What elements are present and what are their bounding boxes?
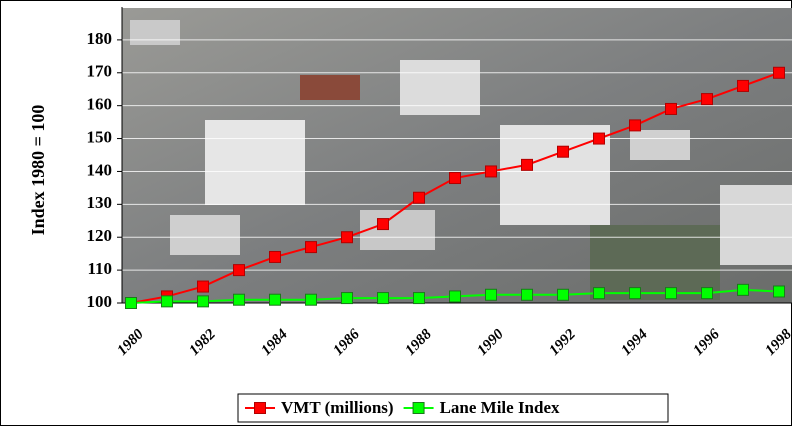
y-tick-label: 120	[87, 226, 113, 245]
data-point	[234, 294, 245, 305]
x-tick-label: 1980	[114, 326, 147, 359]
y-tick-label: 150	[87, 127, 113, 146]
data-point	[630, 288, 641, 299]
data-point	[414, 293, 425, 304]
x-tick-label: 1984	[258, 326, 291, 359]
data-point	[414, 192, 425, 203]
x-tick-label: 1994	[618, 326, 651, 359]
data-point	[594, 133, 605, 144]
data-point	[378, 219, 389, 230]
y-tick-label: 140	[87, 160, 113, 179]
data-point	[666, 288, 677, 299]
data-point	[774, 67, 785, 78]
data-point	[234, 265, 245, 276]
data-point	[450, 291, 461, 302]
chart: Index 1980 = 100 100 110 120 130 140 150 160 17…	[0, 0, 792, 426]
x-tick-label: 1988	[402, 326, 435, 359]
data-point	[522, 289, 533, 300]
y-tick-label: 160	[87, 95, 113, 114]
legend-marker	[413, 403, 424, 414]
data-point	[162, 296, 173, 307]
data-point	[666, 103, 677, 114]
data-point	[270, 294, 281, 305]
data-point	[450, 173, 461, 184]
y-tick-label: 180	[87, 29, 113, 48]
data-point	[630, 120, 641, 131]
data-point	[702, 288, 713, 299]
legend-label: Lane Mile Index	[440, 398, 560, 417]
data-point	[198, 281, 209, 292]
data-point	[342, 232, 353, 243]
x-tick-label: 1986	[330, 326, 363, 359]
data-point	[486, 166, 497, 177]
data-point	[198, 296, 209, 307]
data-point	[306, 294, 317, 305]
data-point	[594, 288, 605, 299]
data-point	[774, 286, 785, 297]
y-tick-label: 170	[87, 62, 113, 81]
background-photo	[122, 8, 792, 303]
data-point	[558, 289, 569, 300]
data-point	[486, 289, 497, 300]
y-tick-label: 130	[87, 193, 113, 212]
data-point	[738, 80, 749, 91]
legend-marker	[255, 403, 266, 414]
y-tick-label: 100	[87, 292, 113, 311]
x-tick-label: 1992	[546, 326, 579, 359]
y-tick-label: 110	[87, 259, 112, 278]
data-point	[270, 251, 281, 262]
data-point	[702, 94, 713, 105]
data-point	[378, 293, 389, 304]
data-point	[522, 159, 533, 170]
y-axis-title: Index 1980 = 100	[28, 105, 48, 236]
x-tick-label: 1990	[474, 326, 507, 359]
data-point	[342, 293, 353, 304]
data-point	[126, 298, 137, 309]
x-tick-label: 1998	[762, 326, 792, 359]
x-tick-label: 1982	[186, 326, 219, 359]
data-point	[558, 146, 569, 157]
x-tick-label: 1996	[690, 326, 723, 359]
data-point	[306, 242, 317, 253]
legend-label: VMT (millions)	[281, 398, 394, 417]
data-point	[738, 284, 749, 295]
